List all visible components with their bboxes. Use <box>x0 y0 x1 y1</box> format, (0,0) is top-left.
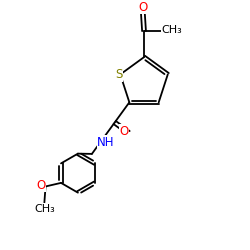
Text: CH₃: CH₃ <box>161 25 182 35</box>
Text: O: O <box>37 179 46 192</box>
Text: S: S <box>116 68 123 81</box>
Text: O: O <box>120 125 129 138</box>
Text: NH: NH <box>97 136 115 149</box>
Text: O: O <box>138 1 147 14</box>
Text: CH₃: CH₃ <box>34 204 55 214</box>
